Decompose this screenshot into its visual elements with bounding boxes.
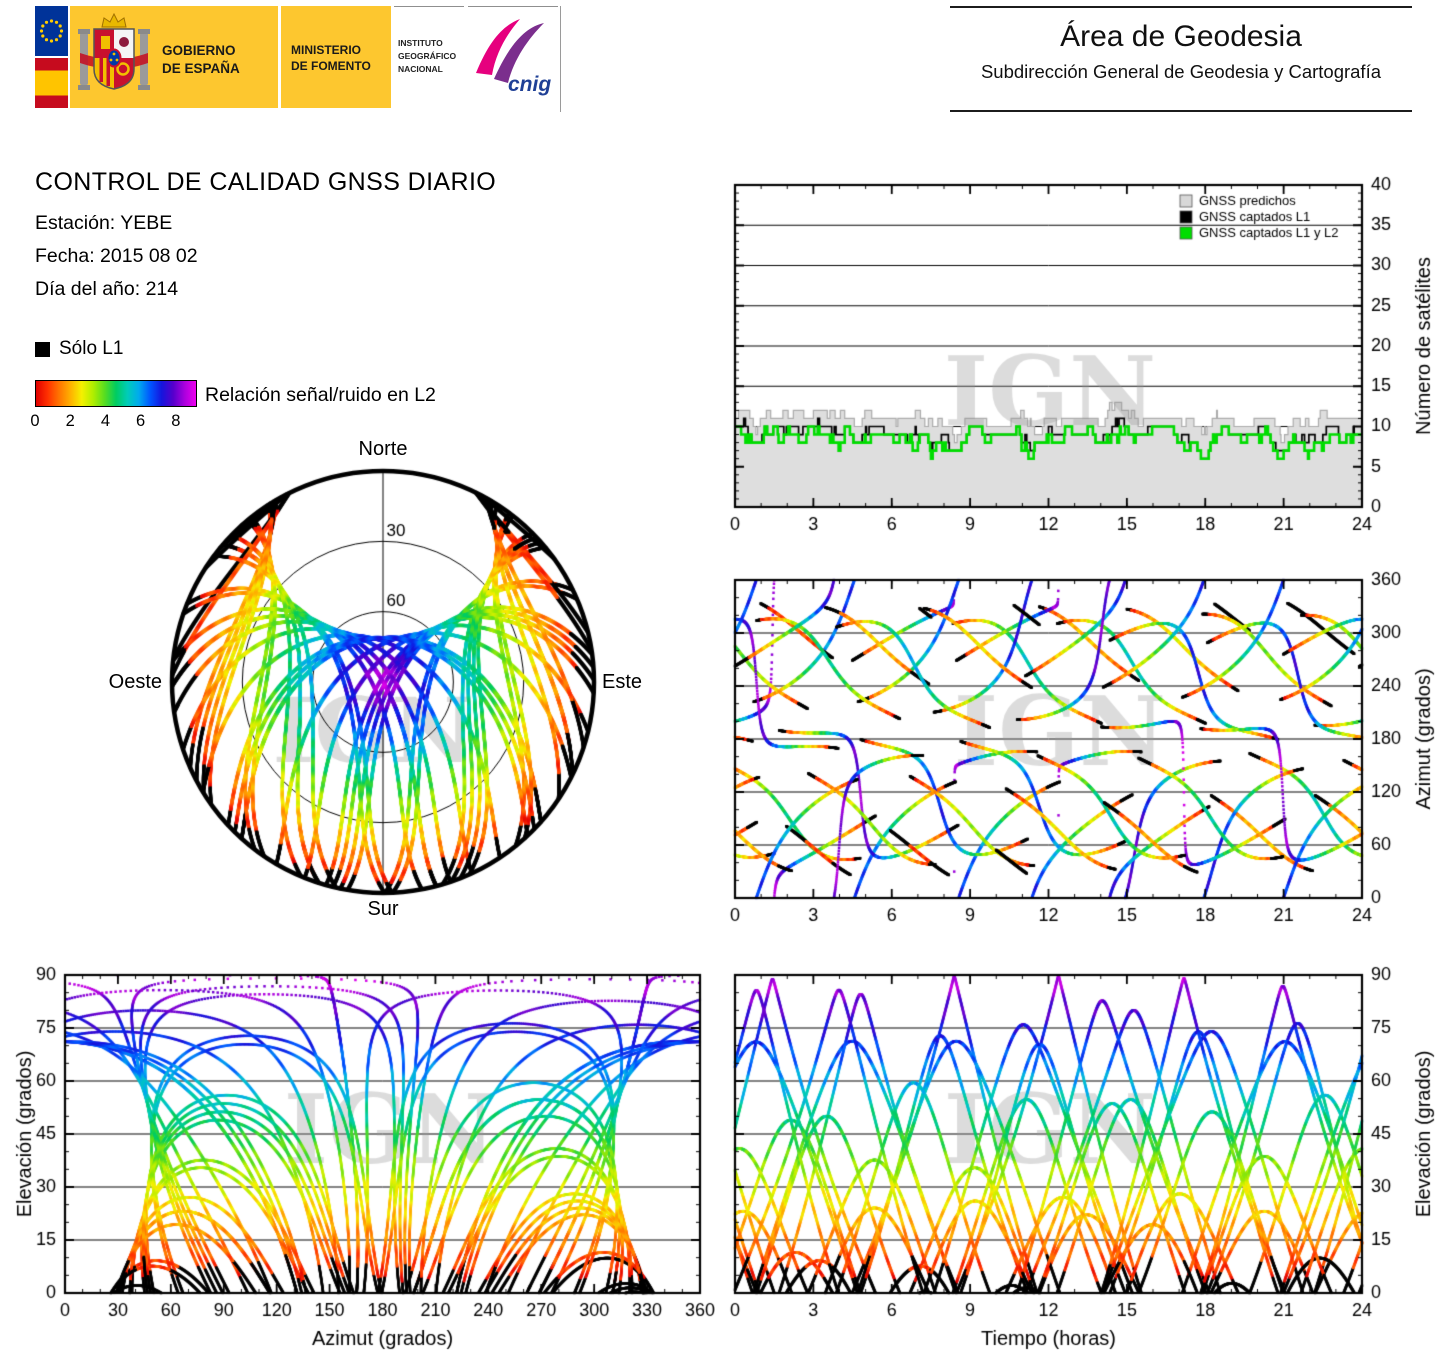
colorbar-tick: 2 xyxy=(65,412,75,430)
colorbar-ticks: 0 2 4 6 8 xyxy=(30,412,225,432)
colorbar-label: Relación señal/ruido en L2 xyxy=(205,384,436,406)
gobierno-label: GOBIERNO DE ESPAÑA xyxy=(162,43,240,76)
elevation-azimuth-chart xyxy=(0,958,715,1350)
azimuth-time-chart xyxy=(700,563,1445,935)
area-subtitle: Subdirección General de Geodesia y Carto… xyxy=(980,61,1382,82)
colorbar-tick: 6 xyxy=(136,412,146,430)
skyplot-east-label: Este xyxy=(602,671,643,693)
area-title: Área de Geodesia xyxy=(1060,20,1302,53)
instituto-label: INSTITUTO GEOGRÁFICO NACIONAL xyxy=(398,38,457,74)
header-divider xyxy=(560,6,561,112)
colorbar-tick: 8 xyxy=(171,412,181,430)
ministerio-block: MINISTERIO DE FOMENTO xyxy=(281,6,391,108)
colorbar-tick: 4 xyxy=(100,412,111,430)
spain-coat-of-arms-icon xyxy=(78,11,150,108)
colorbar-tick: 0 xyxy=(30,412,40,430)
date-label: Fecha: 2015 08 02 xyxy=(35,245,198,267)
station-label: Estación: YEBE xyxy=(35,212,173,234)
solo-l1-swatch xyxy=(35,341,50,357)
skyplot-west-label: Oeste xyxy=(108,671,162,693)
gobierno-de-espana-block: GOBIERNO DE ESPAÑA xyxy=(70,6,278,108)
snr-colorbar xyxy=(35,380,197,407)
skyplot-south-label: Sur xyxy=(367,898,399,920)
day-of-year-label: Día del año: 214 xyxy=(35,278,179,300)
ministerio-label: MINISTERIO DE FOMENTO xyxy=(291,43,371,74)
elevation-time-chart xyxy=(700,958,1445,1350)
cnig-label: cnig xyxy=(508,73,551,96)
page-title: CONTROL DE CALIDAD GNSS DIARIO xyxy=(35,168,497,196)
eu-spain-flag-icon xyxy=(35,6,68,108)
skyplot-canvas xyxy=(78,442,690,912)
area-geodesia-header: Área de Geodesia Subdirección General de… xyxy=(950,6,1412,112)
solo-l1-label: Sólo L1 xyxy=(59,338,124,359)
solo-l1-legend: Sólo L1 xyxy=(35,338,123,360)
satellite-count-chart xyxy=(700,168,1445,553)
instituto-geografico-block: INSTITUTO GEOGRÁFICO NACIONAL xyxy=(394,6,464,108)
skyplot-north-label: Norte xyxy=(358,438,408,460)
cnig-logo-icon: cnig xyxy=(468,6,558,108)
